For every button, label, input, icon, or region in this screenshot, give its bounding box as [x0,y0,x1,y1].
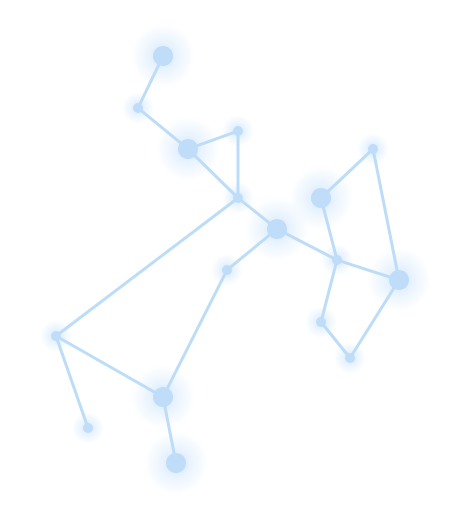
node-n8 [332,255,342,265]
node-n12 [345,353,355,363]
node-n3 [178,139,198,159]
edge-n10-n11 [371,147,401,282]
node-n17 [83,423,93,433]
node-n4 [233,126,243,136]
edge-n6-n7 [54,334,165,399]
node-n5 [233,193,243,203]
node-n6 [51,331,61,341]
edge-n3-n5 [186,147,240,200]
edge-n8-n9 [319,196,339,262]
edge-n5-n6 [54,196,240,338]
node-n13 [267,219,287,239]
edge-n7-n16 [161,395,178,465]
edge-n15-n8 [319,258,339,324]
node-n14 [222,265,232,275]
edge-n9-n10 [319,147,375,200]
edge-n14-n7 [161,268,229,399]
node-n2 [133,103,143,113]
edge-n11-n12 [348,278,401,360]
edge-n8-n11 [335,258,401,282]
node-n9 [311,188,331,208]
diagram-nodes [51,46,409,473]
edge-n13-n14 [225,227,279,272]
node-glows [40,24,431,495]
node-n11 [389,270,409,290]
edge-n2-n3 [136,106,190,151]
node-n7 [153,387,173,407]
edge-n6-n17 [54,334,90,430]
node-n1 [153,46,173,66]
edge-n13-n8 [275,227,339,262]
edge-n12-n15 [319,320,352,360]
node-n16 [166,453,186,473]
node-n15 [316,317,326,327]
node-n10 [368,144,378,154]
